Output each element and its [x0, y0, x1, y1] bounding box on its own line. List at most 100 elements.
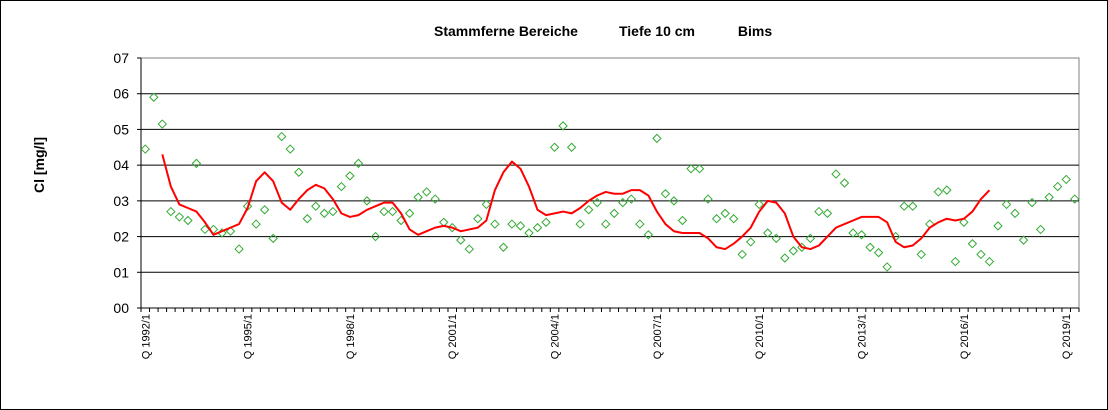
- data-point-marker: [200, 224, 210, 235]
- y-axis-label: Cl [mg/l]: [31, 137, 47, 193]
- data-point-marker: [549, 142, 560, 152]
- data-point-marker: [140, 144, 150, 154]
- data-point-marker: [643, 230, 654, 240]
- data-point-marker: [302, 214, 312, 224]
- x-tick-label: Q 2001/1: [447, 314, 459, 359]
- data-point-marker: [532, 222, 543, 233]
- y-tick-label: 02: [113, 229, 129, 245]
- data-point-marker: [575, 219, 585, 229]
- data-point-marker: [831, 169, 841, 179]
- data-point-marker: [652, 133, 662, 144]
- data-point-marker: [882, 262, 892, 272]
- y-tick-label: 04: [113, 157, 129, 173]
- data-point-marker: [157, 119, 168, 129]
- x-tick-label: Q 1995/1: [243, 314, 255, 359]
- data-point-marker: [635, 219, 645, 229]
- data-point-marker: [601, 219, 611, 229]
- data-point-marker: [541, 217, 551, 227]
- data-point-marker: [942, 185, 952, 195]
- data-point-marker: [609, 208, 619, 219]
- data-point-marker: [387, 206, 398, 217]
- data-point-marker: [1061, 174, 1071, 185]
- data-point-marker: [822, 208, 833, 219]
- chart-title-part-3: Bims: [738, 23, 772, 39]
- chart-title-part-1: Stammferne Bereiche: [434, 23, 578, 39]
- data-point-marker: [362, 196, 372, 206]
- x-tick-label: Q 1992/1: [140, 314, 152, 359]
- data-point-marker: [319, 208, 330, 219]
- data-point-marker: [507, 219, 517, 229]
- data-point-marker: [686, 164, 696, 174]
- data-point-marker: [703, 194, 713, 204]
- data-point-marker: [242, 201, 253, 211]
- data-point-marker: [498, 242, 509, 252]
- data-point-marker: [191, 158, 202, 169]
- data-point-marker: [788, 246, 799, 256]
- data-point-marker: [183, 215, 193, 226]
- data-point-marker: [285, 144, 295, 154]
- data-point-marker: [430, 194, 440, 204]
- data-point-marker: [984, 256, 995, 267]
- x-tick-label: Q 2013/1: [857, 314, 869, 359]
- x-tick-label: Q 2007/1: [652, 314, 664, 359]
- x-tick-label: Q 2004/1: [550, 314, 562, 359]
- data-point-marker: [1001, 199, 1012, 210]
- x-tick-label: Q 2019/1: [1061, 314, 1073, 359]
- data-point-marker: [1027, 197, 1037, 208]
- data-point-marker: [618, 197, 628, 208]
- data-point-marker: [370, 231, 381, 242]
- data-point-marker: [276, 131, 287, 142]
- data-point-marker: [234, 244, 244, 254]
- data-point-marker: [421, 187, 432, 197]
- data-point-marker: [720, 208, 730, 219]
- data-point-marker: [660, 189, 671, 199]
- data-point-marker: [959, 217, 969, 227]
- data-point-marker: [754, 199, 764, 210]
- data-point-marker: [711, 214, 722, 224]
- data-point-marker: [456, 235, 466, 245]
- data-point-marker: [967, 239, 978, 249]
- data-point-marker: [1044, 192, 1054, 202]
- data-point-marker: [771, 233, 781, 244]
- data-point-marker: [490, 219, 500, 229]
- data-point-marker: [592, 197, 602, 208]
- data-point-marker: [916, 249, 926, 260]
- data-point-marker: [294, 167, 304, 177]
- data-point-marker: [805, 233, 816, 244]
- data-point-marker: [1052, 181, 1063, 192]
- data-point-marker: [259, 205, 270, 215]
- x-tick-label: Q 2016/1: [959, 314, 971, 359]
- y-tick-label: 00: [113, 300, 129, 316]
- y-tick-label: 03: [113, 193, 129, 209]
- data-point-marker: [336, 181, 347, 192]
- data-point-marker: [524, 228, 534, 238]
- data-point-marker: [481, 199, 492, 210]
- data-point-marker: [745, 237, 756, 247]
- data-point-marker: [328, 206, 338, 217]
- data-point-marker: [515, 221, 526, 231]
- data-point-marker: [345, 171, 355, 181]
- data-point-marker: [873, 247, 884, 258]
- data-point-marker: [268, 233, 278, 244]
- data-point-marker: [694, 164, 705, 174]
- y-tick-label: 01: [113, 264, 129, 280]
- trend-line: [161, 154, 991, 251]
- plot-area: 00 01 02 03 04 05 06 07 Q 1992/1 Q 1995/1 Q 1998/1…: [113, 50, 1080, 359]
- data-point-marker: [814, 206, 824, 217]
- data-point-marker: [166, 206, 176, 217]
- data-point-marker: [311, 201, 321, 211]
- data-point-marker: [473, 214, 483, 224]
- data-point-marker: [404, 208, 415, 219]
- data-point-marker: [558, 121, 568, 131]
- data-point-marker: [950, 256, 961, 267]
- data-point-marker: [566, 142, 577, 152]
- data-point-marker: [1018, 235, 1029, 245]
- data-point-marker: [839, 178, 850, 188]
- data-point-marker: [763, 228, 773, 238]
- data-point-marker: [464, 244, 475, 254]
- data-point-marker: [856, 230, 867, 240]
- y-tick-label: 05: [113, 121, 129, 137]
- data-point-marker: [933, 187, 944, 197]
